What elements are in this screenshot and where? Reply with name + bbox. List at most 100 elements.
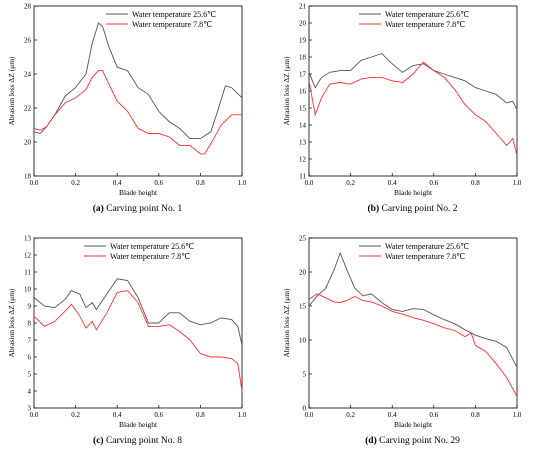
caption-letter: (d): [365, 436, 377, 446]
x-tick-label: 0.6: [154, 411, 163, 419]
y-axis-label: Abrasion loss ΔZ (μm): [7, 288, 16, 358]
series-line-1: [33, 22, 243, 140]
y-tick-label: 15: [299, 303, 307, 311]
x-tick-label: 0.4: [388, 411, 397, 419]
y-axis-label: Abrasion loss ΔZ (μm): [7, 56, 16, 126]
chart-svg-d: 0.0 0.2 0.4 0.6 0.8 1.0 0 5 10 15 20 25 Blade height…: [282, 235, 522, 430]
y-tick-label: 0: [303, 405, 307, 413]
y-tick-label: 28: [24, 3, 32, 11]
x-tick-label: 0.4: [113, 411, 122, 419]
series-line-2: [308, 61, 518, 156]
x-tick-label: 1.0: [238, 411, 247, 419]
x-tick-label: 0.0: [305, 411, 314, 419]
x-tick-label: 0.2: [71, 179, 80, 187]
plot-frame: [308, 237, 518, 409]
series-line-1: [308, 53, 518, 110]
y-tick-label: 18: [299, 54, 307, 62]
y-tick-label: 5: [303, 371, 307, 379]
y-tick-label: 3: [28, 405, 32, 413]
x-tick-label: 0.0: [305, 179, 314, 187]
chart-panel-b: 0.0 0.2 0.4 0.6 0.8 1.0 11 12 13 14 15 16 17 18 19 20 21…: [275, 0, 550, 231]
series-line-1: [308, 251, 518, 368]
legend-entry: Water temperature 25.6℃: [385, 242, 469, 251]
y-tick-label: 26: [24, 37, 32, 45]
y-tick-label: 25: [299, 235, 307, 243]
y-axis-label: Abrasion loss ΔZ (μm): [282, 288, 291, 358]
caption-text: Carving point No. 2: [381, 204, 458, 214]
plot-frame: [33, 5, 243, 177]
x-tick-label: 0.0: [30, 411, 39, 419]
y-tick-label: 15: [299, 105, 307, 113]
caption-letter: (a): [92, 204, 104, 214]
chart-caption-a: (a) Carving point No. 1: [0, 204, 275, 214]
y-tick-label: 14: [299, 122, 307, 130]
x-tick-label: 0.6: [154, 179, 163, 187]
x-tick-label: 1.0: [238, 179, 247, 187]
y-tick-label: 20: [299, 20, 307, 28]
y-tick-label: 5: [28, 371, 32, 379]
chart-caption-d: (d) Carving point No. 29: [275, 436, 550, 446]
x-tick-label: 0.2: [346, 179, 355, 187]
y-tick-label: 17: [299, 71, 307, 79]
chart-svg-a: 0.0 0.2 0.4 0.6 0.8 1.0 18 20 22 24 26 28 Blade heig…: [7, 3, 247, 198]
x-axis-label: Blade height: [394, 188, 433, 197]
y-tick-label: 20: [299, 269, 307, 277]
x-tick-label: 1.0: [513, 179, 522, 187]
caption-letter: (c): [93, 436, 104, 446]
caption-text: Carving point No. 29: [379, 436, 460, 446]
chart-panel-d: 0.0 0.2 0.4 0.6 0.8 1.0 0 5 10 15 20 25 Blade height…: [275, 232, 550, 463]
y-tick-label: 21: [299, 3, 307, 11]
legend-entry: Water temperature 7.8℃: [385, 20, 465, 29]
y-tick-label: 24: [24, 71, 32, 79]
y-tick-label: 11: [299, 173, 306, 181]
y-tick-label: 10: [299, 337, 307, 345]
legend-entry: Water temperature 25.6℃: [110, 242, 194, 251]
y-tick-label: 9: [28, 303, 32, 311]
y-tick-label: 12: [24, 252, 32, 260]
x-tick-label: 0.6: [429, 179, 438, 187]
x-axis-label: Blade height: [119, 188, 158, 197]
x-tick-label: 0.0: [30, 179, 39, 187]
series-line-1: [33, 278, 243, 346]
legend-entry: Water temperature 7.8℃: [385, 252, 465, 261]
y-tick-label: 18: [24, 173, 32, 181]
chart-panel-c: 0.0 0.2 0.4 0.6 0.8 1.0 3 4 5 6 7 8 9 10 11 12 13 Blade h…: [0, 232, 275, 463]
x-axis-label: Blade height: [394, 420, 433, 429]
chart-caption-b: (b) Carving point No. 2: [275, 204, 550, 214]
x-tick-label: 0.6: [429, 411, 438, 419]
x-tick-label: 0.8: [196, 411, 205, 419]
chart-panel-a: 0.0 0.2 0.4 0.6 0.8 1.0 18 20 22 24 26 28 Blade heig…: [0, 0, 275, 231]
y-tick-label: 19: [299, 37, 307, 45]
y-tick-label: 13: [299, 139, 307, 147]
y-axis-label: Abrasion loss ΔZ (μm): [282, 56, 291, 126]
series-line-2: [308, 293, 518, 397]
y-tick-label: 8: [28, 320, 32, 328]
x-tick-label: 0.8: [471, 179, 480, 187]
chart-svg-c: 0.0 0.2 0.4 0.6 0.8 1.0 3 4 5 6 7 8 9 10 11 12 13 Blade h…: [7, 235, 247, 430]
y-tick-label: 20: [24, 139, 32, 147]
series-line-2: [33, 70, 242, 155]
caption-text: Carving point No. 8: [105, 436, 182, 446]
y-tick-label: 13: [24, 235, 32, 243]
legend-entry: Water temperature 25.6℃: [385, 10, 469, 19]
series-line-2: [33, 290, 243, 392]
x-tick-label: 0.4: [113, 179, 122, 187]
legend-entry: Water temperature 7.8℃: [132, 20, 212, 29]
x-tick-label: 0.8: [196, 179, 205, 187]
x-tick-label: 0.8: [471, 411, 480, 419]
y-tick-label: 11: [24, 269, 31, 277]
chart-svg-b: 0.0 0.2 0.4 0.6 0.8 1.0 11 12 13 14 15 16 17 18 19 20 21…: [282, 3, 522, 198]
y-tick-label: 4: [28, 388, 32, 396]
x-tick-label: 0.2: [71, 411, 80, 419]
y-tick-label: 12: [299, 156, 307, 164]
legend-entry: Water temperature 25.6℃: [132, 10, 216, 19]
y-tick-label: 16: [299, 88, 307, 96]
x-axis-label: Blade height: [119, 420, 158, 429]
chart-caption-c: (c) Carving point No. 8: [0, 436, 275, 446]
caption-text: Carving point No. 1: [106, 204, 183, 214]
x-tick-label: 0.4: [388, 179, 397, 187]
caption-letter: (b): [367, 204, 380, 214]
y-tick-label: 22: [24, 105, 32, 113]
y-tick-label: 10: [24, 286, 32, 294]
x-tick-label: 0.2: [346, 411, 355, 419]
